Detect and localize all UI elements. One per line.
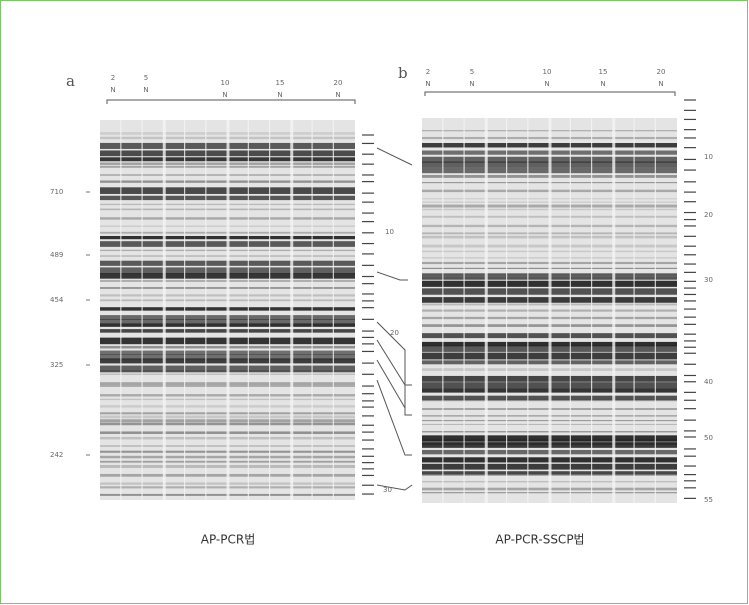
connector <box>376 271 408 281</box>
lane-sample: N <box>110 86 115 94</box>
band-label: 30 <box>383 486 392 494</box>
band-label: 30 <box>704 276 713 284</box>
lane-sample: N <box>335 91 340 99</box>
lane-number: 20 <box>657 68 666 76</box>
lane-gap <box>120 120 122 500</box>
caption: AP-PCR법 <box>201 533 256 547</box>
lane-gap <box>527 118 529 503</box>
lane-gap <box>332 120 334 500</box>
band-label: 55 <box>704 496 713 504</box>
band-label: 20 <box>390 329 399 337</box>
lane-gap <box>591 118 593 503</box>
lane-number: 2 <box>426 68 430 76</box>
lane-number: 15 <box>599 68 608 76</box>
lane-sample: N <box>143 86 148 94</box>
connector <box>376 339 412 386</box>
band-label: 40 <box>704 378 713 386</box>
lane-number: 10 <box>221 79 230 87</box>
lane-gap <box>612 118 616 503</box>
lane-gap <box>569 118 571 503</box>
connector <box>376 484 413 491</box>
lane-number: 5 <box>470 68 474 76</box>
lane-gap <box>442 118 444 503</box>
connector <box>376 359 406 409</box>
lane-sample: N <box>600 80 605 88</box>
lane-number: 2 <box>111 74 115 82</box>
connectors <box>106 91 676 491</box>
panel-letter: b <box>398 64 408 82</box>
band-label: 20 <box>704 211 713 219</box>
lane-bracket <box>106 99 356 104</box>
lane-sample: N <box>222 91 227 99</box>
lane-gap <box>484 118 488 503</box>
lane-gap <box>184 120 186 500</box>
connector <box>376 321 412 416</box>
lane-sample: N <box>277 91 282 99</box>
lane-gap <box>141 120 143 500</box>
lane-sample: N <box>425 80 430 88</box>
lane-bracket <box>424 91 676 96</box>
lane-gap <box>463 118 465 503</box>
band-label: 10 <box>704 153 713 161</box>
band-label: 50 <box>704 434 713 442</box>
lane-number: 10 <box>543 68 552 76</box>
size-marker: 242 <box>50 451 63 459</box>
lane-sample: N <box>544 80 549 88</box>
panel-letter: a <box>66 72 75 90</box>
lane-gap <box>311 120 313 500</box>
lane-number: 15 <box>276 79 285 87</box>
connector <box>376 147 413 166</box>
lane-gap <box>548 118 552 503</box>
connector <box>376 379 412 456</box>
lane-gap <box>162 120 166 500</box>
lane-gap <box>506 118 508 503</box>
lane-number: 20 <box>334 79 343 87</box>
lane-gap <box>290 120 294 500</box>
size-marker: 489 <box>50 251 63 259</box>
lane-sample: N <box>469 80 474 88</box>
lane-number: 5 <box>144 74 148 82</box>
lane-gap <box>247 120 249 500</box>
size-marker: 325 <box>50 361 63 369</box>
lane-gap <box>269 120 271 500</box>
band-label: 10 <box>385 228 394 236</box>
lane-gap <box>633 118 635 503</box>
lane-sample: N <box>658 80 663 88</box>
lane-gap <box>654 118 656 503</box>
lane-gap <box>205 120 207 500</box>
size-marker: 710 <box>50 188 63 196</box>
size-marker: 454 <box>50 296 64 304</box>
lane-gap <box>226 120 230 500</box>
caption: AP-PCR-SSCP법 <box>495 533 584 547</box>
gels <box>100 118 677 503</box>
